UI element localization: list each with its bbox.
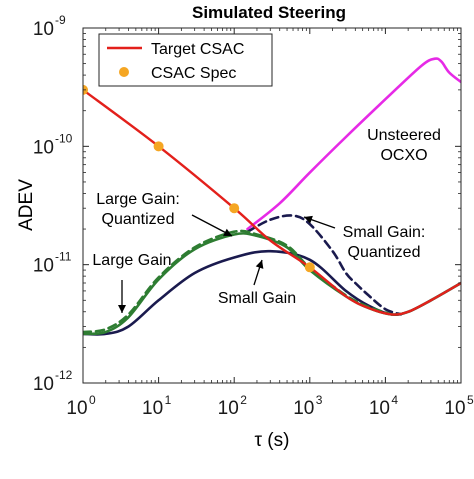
arrow-small-gain bbox=[253, 259, 264, 286]
legend-label-target-csac: Target CSAC bbox=[151, 41, 244, 58]
y-tick-exponent: -9 bbox=[55, 13, 66, 27]
chart-title: Simulated Steering bbox=[192, 3, 346, 22]
y-tick-exponent: -10 bbox=[55, 131, 73, 145]
x-axis-label: τ (s) bbox=[255, 430, 290, 451]
legend-box bbox=[98, 33, 273, 87]
series-line-small-gain-quantized bbox=[246, 214, 403, 316]
y-tick-label: 10 bbox=[33, 374, 54, 395]
x-tick-label: 10 bbox=[369, 398, 390, 419]
annotation-small-line-0: Small Gain bbox=[218, 290, 296, 307]
annotation-ocxo-line-1: OCXO bbox=[380, 147, 427, 164]
legend-swatch-csac-spec bbox=[119, 67, 129, 77]
y-tick-label: 10 bbox=[33, 19, 54, 40]
annotation-small-q-line-0: Small Gain: bbox=[343, 224, 426, 241]
y-tick-label: 10 bbox=[33, 256, 54, 277]
series-line-target-csac bbox=[83, 88, 461, 316]
x-tick-exponent: 2 bbox=[240, 393, 247, 407]
x-tick-exponent: 3 bbox=[316, 393, 323, 407]
annotation-large-line-0: Large Gain bbox=[92, 252, 171, 269]
annotation-large-q-line-0: Large Gain: bbox=[96, 191, 180, 208]
x-tick-exponent: 4 bbox=[391, 393, 398, 407]
annotation-small-q-line-1: Quantized bbox=[348, 244, 421, 261]
x-tick-label: 10 bbox=[218, 398, 239, 419]
x-tick-exponent: 0 bbox=[89, 393, 96, 407]
x-tick-label: 10 bbox=[142, 398, 163, 419]
series-line-large-gain-quantized bbox=[83, 229, 393, 334]
annotation-ocxo-line-0: Unsteered bbox=[367, 127, 441, 144]
plot-area bbox=[82, 27, 462, 384]
x-tick-exponent: 5 bbox=[467, 393, 474, 407]
csac-spec-point-2 bbox=[229, 203, 240, 214]
x-tick-label: 10 bbox=[444, 398, 465, 419]
x-tick-label: 10 bbox=[66, 398, 87, 419]
arrow-small-gain-quantized bbox=[303, 215, 336, 229]
y-tick-exponent: -12 bbox=[55, 368, 73, 382]
legend-label-csac-spec: CSAC Spec bbox=[151, 65, 236, 82]
y-tick-label: 10 bbox=[33, 137, 54, 158]
arrow-large-gain-quantized bbox=[191, 214, 233, 237]
x-tick-exponent: 1 bbox=[165, 393, 172, 407]
x-tick-label: 10 bbox=[293, 398, 314, 419]
csac-spec-point-3 bbox=[304, 262, 315, 273]
annotation-large-q-line-1: Quantized bbox=[102, 211, 175, 228]
y-axis-label: ADEV bbox=[16, 179, 37, 231]
csac-spec-point-1 bbox=[153, 141, 164, 152]
y-tick-exponent: -11 bbox=[55, 250, 72, 264]
arrow-large-gain bbox=[118, 280, 126, 313]
series-line-unsteered-ocxo bbox=[246, 57, 461, 231]
